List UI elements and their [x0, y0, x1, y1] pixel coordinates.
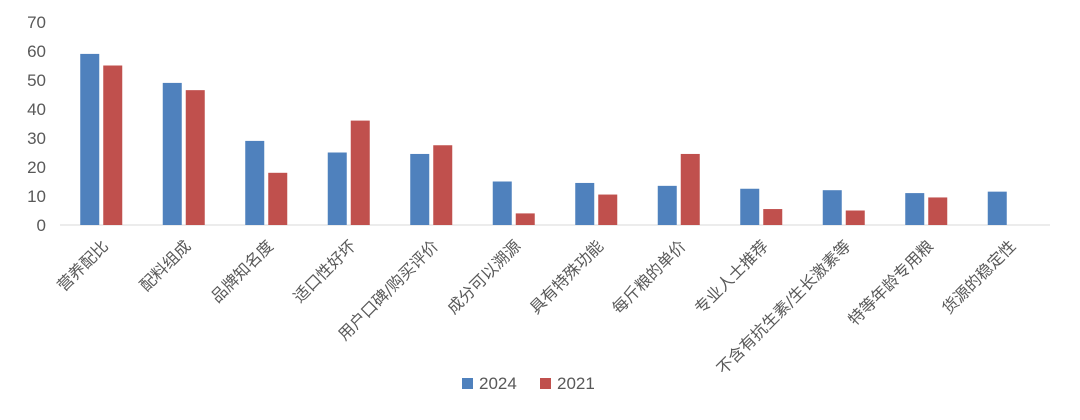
y-tick-label: 50 [27, 71, 46, 90]
bar-2021-7 [598, 194, 618, 225]
bar-2021-8 [680, 153, 700, 225]
bar-2024-10 [822, 190, 842, 225]
y-tick-label: 70 [27, 13, 46, 32]
legend-swatch-2021 [540, 378, 551, 389]
y-tick-label: 10 [27, 187, 46, 206]
bar-2021-6 [515, 213, 535, 225]
y-tick-label: 30 [27, 129, 46, 148]
legend: 2024 2021 [462, 374, 595, 393]
category-labels: 营养配比 配料组成 品牌知名度 适口性好坏用户口碑/购买评价 成分可以溯源 具有特殊功能每… [53, 236, 1019, 378]
y-axis-ticks: 0 10 20 30 40 50 60 70 [27, 13, 46, 235]
bar-2024-4 [327, 152, 347, 225]
category-label: 营养配比 [53, 236, 112, 295]
bar-2024-1 [80, 53, 100, 226]
bar-2024-12 [987, 191, 1007, 225]
legend-swatch-2024 [462, 378, 473, 389]
bar-2021-1 [103, 65, 123, 225]
bar-2021-9 [763, 209, 783, 225]
bar-2024-6 [492, 181, 512, 225]
bar-2024-8 [657, 185, 677, 225]
category-label: 成分可以溯源 [443, 236, 524, 317]
bar-2021-3 [268, 172, 288, 225]
y-tick-label: 60 [27, 42, 46, 61]
bar-series [80, 53, 1007, 226]
bar-2024-9 [740, 188, 760, 225]
category-label: 特等年龄专用粮 [844, 236, 937, 329]
bar-2024-5 [410, 153, 430, 225]
legend-label-2021: 2021 [557, 374, 595, 393]
bar-2021-4 [350, 120, 370, 225]
bar-2021-2 [185, 90, 205, 226]
category-label: 品牌知名度 [207, 236, 277, 306]
bar-2021-10 [845, 210, 865, 225]
y-tick-label: 0 [37, 216, 46, 235]
legend-label-2024: 2024 [479, 374, 517, 393]
category-label: 适口性好坏 [290, 236, 360, 306]
bar-2021-5 [433, 145, 453, 225]
y-tick-label: 20 [27, 158, 46, 177]
category-label: 配料组成 [136, 236, 195, 295]
category-label: 不含有抗生素/生长激素等 [713, 236, 855, 378]
category-label: 每斤粮的单价 [608, 236, 689, 317]
bar-2024-2 [162, 82, 182, 226]
bar-2024-11 [905, 193, 925, 225]
category-label: 货源的稳定性 [938, 236, 1019, 317]
bar-2021-11 [928, 197, 948, 225]
bar-2024-7 [575, 182, 595, 225]
category-label: 专业人士推荐 [691, 236, 772, 317]
bar-2024-3 [245, 140, 265, 225]
category-label: 具有特殊功能 [526, 236, 607, 317]
y-tick-label: 40 [27, 100, 46, 119]
